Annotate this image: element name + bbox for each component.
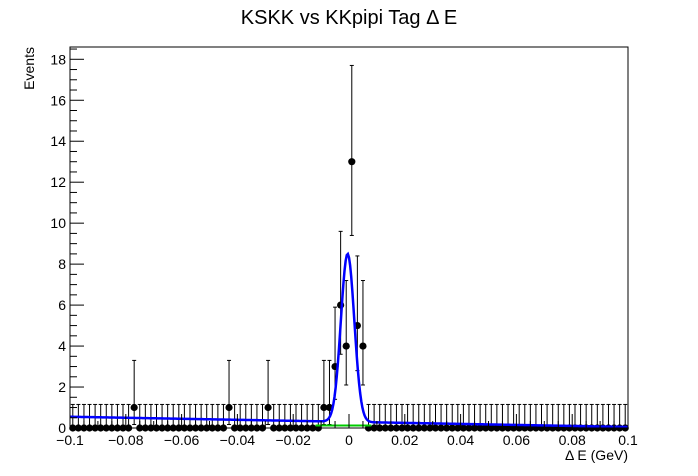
fit-total-curve xyxy=(69,251,629,429)
y-tick-label: 16 xyxy=(50,92,66,108)
plot-frame xyxy=(69,46,629,429)
data-point xyxy=(342,342,350,350)
x-tick-label: 0.06 xyxy=(503,432,530,448)
y-tick-label: 0 xyxy=(58,420,66,436)
y-tick-label: 14 xyxy=(50,133,66,149)
y-tick-label: 6 xyxy=(58,297,66,313)
data-point xyxy=(348,158,356,166)
data-point xyxy=(264,403,272,412)
x-tick-label: 0.02 xyxy=(391,432,418,448)
x-tick-label: −0.08 xyxy=(108,432,144,448)
y-tick-label: 8 xyxy=(58,256,66,272)
y-axis-label: Events xyxy=(21,47,37,90)
axes: −0.1 −0.08 −0.06 −0.04 −0.02 0 0.02 0.04 0.06 0.0… xyxy=(50,48,638,448)
x-tick-label: −0.02 xyxy=(275,432,311,448)
data-point xyxy=(359,342,367,350)
x-tick-label: 0.08 xyxy=(559,432,586,448)
x-tick-label: 0.04 xyxy=(447,432,474,448)
data-point xyxy=(320,403,328,412)
y-tick-label: 12 xyxy=(50,174,66,190)
x-tick-label: 0 xyxy=(345,432,353,448)
y-tick-label: 18 xyxy=(50,51,66,67)
chart-title: KSKK vs KKpipi Tag Δ E xyxy=(241,7,457,29)
data-point xyxy=(130,403,138,412)
y-tick-label: 4 xyxy=(58,338,66,354)
plot-area xyxy=(69,64,629,432)
x-tick-label: −0.04 xyxy=(220,432,256,448)
x-axis-label: Δ E (GeV) xyxy=(565,447,628,463)
x-tick-label: −0.06 xyxy=(164,432,200,448)
x-tick-label: −0.1 xyxy=(56,432,84,448)
y-tick-label: 2 xyxy=(58,379,66,395)
x-tick-label: 0.1 xyxy=(618,432,638,448)
y-tick-label: 10 xyxy=(50,215,66,231)
data-point xyxy=(225,403,233,412)
